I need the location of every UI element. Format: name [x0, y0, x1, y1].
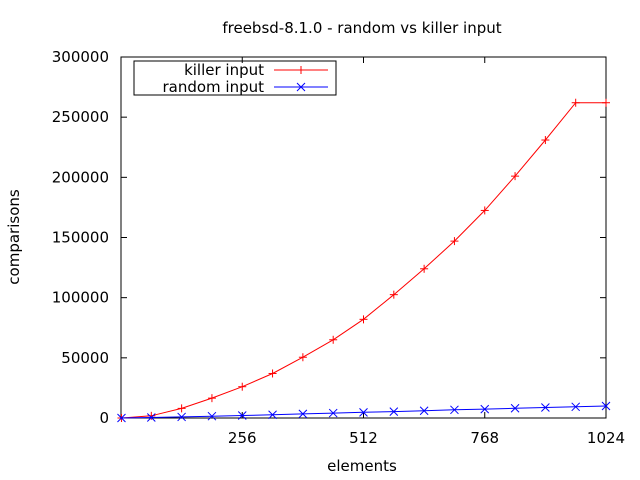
x-axis: 256 512 768 1024 [228, 57, 625, 447]
series-layer [117, 98, 611, 423]
x-tick-label: 1024 [587, 429, 625, 447]
y-tick-label: 0 [99, 409, 109, 427]
data-point [450, 237, 459, 246]
y-axis-label: comparisons [5, 189, 23, 285]
chart-title: freebsd-8.1.0 - random vs killer input [222, 19, 501, 37]
y-tick-label: 50000 [61, 349, 109, 367]
data-point [389, 407, 399, 416]
data-point [602, 98, 610, 107]
y-tick-label: 100000 [52, 289, 109, 307]
y-tick-label: 150000 [52, 229, 109, 247]
data-point [480, 206, 489, 215]
data-point [117, 413, 126, 423]
y-tick-label: 250000 [52, 108, 109, 126]
data-point [571, 98, 580, 107]
data-point [541, 403, 550, 412]
data-point [329, 335, 338, 344]
legend-box [133, 60, 337, 96]
data-point [601, 401, 611, 411]
data-point [207, 394, 216, 403]
data-point [238, 382, 247, 391]
data-point [207, 411, 217, 421]
data-point [511, 172, 520, 181]
data-point [147, 411, 156, 420]
data-point [177, 404, 186, 413]
x-axis-label: elements [327, 457, 397, 475]
data-point [177, 412, 186, 422]
y-tick-label: 300000 [52, 48, 109, 66]
data-point [328, 408, 338, 418]
data-point [268, 410, 277, 420]
x-tick-label: 256 [228, 429, 257, 447]
data-point [359, 407, 368, 417]
data-point [298, 409, 308, 419]
data-point [480, 404, 490, 414]
data-point [541, 136, 550, 145]
data-point [359, 315, 368, 324]
data-point [510, 403, 520, 413]
data-point [419, 406, 429, 416]
y-axis: 0 50000 100000 150000 200000 250000 300000 [52, 48, 606, 427]
series-line-0 [121, 102, 606, 419]
legend-marker [297, 66, 305, 74]
legend-label: killer input [184, 61, 264, 79]
data-point [268, 369, 277, 378]
data-point [298, 353, 307, 362]
y-tick-label: 200000 [52, 168, 109, 186]
data-point [389, 290, 398, 299]
legend-marker [296, 82, 306, 92]
data-point [571, 402, 581, 412]
x-tick-label: 768 [470, 429, 499, 447]
plot-frame [120, 56, 607, 419]
data-point [420, 264, 429, 273]
legend-label: random input [162, 78, 264, 96]
data-point [450, 405, 459, 415]
data-point [146, 413, 156, 422]
x-tick-label: 512 [349, 429, 378, 447]
data-point [237, 411, 247, 420]
